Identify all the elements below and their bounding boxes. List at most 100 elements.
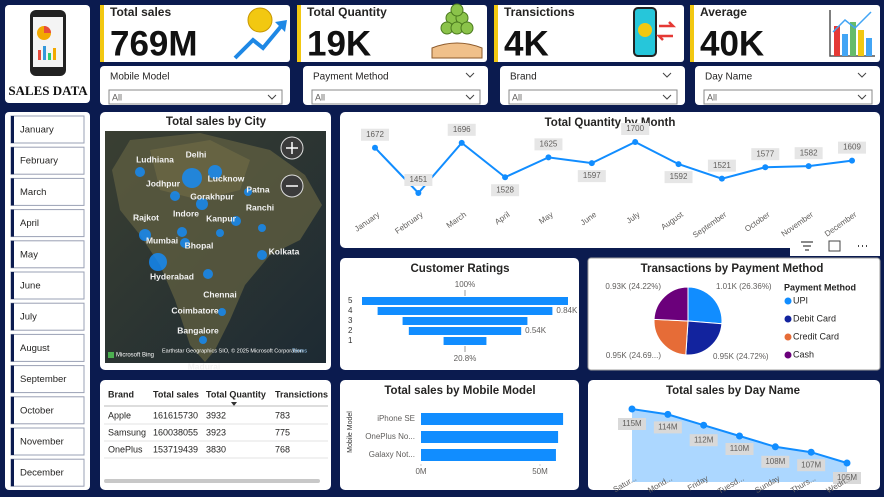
kpi-icon: [638, 23, 652, 37]
month-button[interactable]: [10, 177, 85, 206]
city-label: Kanpur: [206, 213, 236, 223]
filter-label: Payment Method: [313, 72, 389, 83]
kpi-label: Total sales: [110, 5, 171, 19]
city-bubble: [216, 229, 224, 237]
data-label: 108M: [765, 457, 785, 466]
month-accent: [11, 459, 14, 487]
month-label: June: [20, 281, 41, 292]
month-button[interactable]: [10, 427, 85, 456]
city-bubble: [139, 229, 151, 241]
data-label: 1.01K (26.36%): [716, 282, 772, 291]
kpi-icon: [233, 22, 285, 60]
pie-slice: [653, 286, 689, 322]
area-marker: [736, 432, 743, 440]
month-button[interactable]: [10, 396, 85, 425]
month-accent: [11, 147, 14, 175]
month-button[interactable]: [10, 209, 85, 238]
table-cell: 160038055: [153, 427, 198, 437]
zoom-in-icon: [286, 142, 298, 154]
map-title: Total sales by City: [166, 116, 267, 128]
focus-icon[interactable]: [828, 240, 841, 252]
filter-icon[interactable]: [801, 241, 813, 251]
line-marker: [588, 160, 595, 167]
kpi-icon: [866, 38, 872, 56]
area-marker: [771, 443, 779, 451]
table-cell: 161615730: [153, 410, 198, 420]
month-label: January: [20, 125, 54, 136]
city-bubble: [149, 253, 167, 271]
data-label: 0.84K: [556, 306, 578, 315]
area-marker: [700, 421, 708, 429]
city-label: Ranchi: [246, 202, 274, 212]
legend-title: Payment Method: [784, 282, 856, 292]
month-accent: [11, 365, 14, 393]
filter-label: Day Name: [705, 72, 753, 83]
month-button[interactable]: [10, 271, 85, 300]
pie-slice: [685, 320, 723, 356]
data-label: 0.93K (24.22%): [605, 282, 661, 291]
table-cell: 783: [275, 410, 290, 420]
filter-dropdown[interactable]: [508, 89, 678, 105]
month-button[interactable]: [10, 146, 85, 175]
city-bubble: [257, 250, 267, 260]
data-label: 0.95K (24.72%): [713, 352, 769, 361]
kpi-value: 19K: [307, 24, 371, 63]
month-label: March: [20, 187, 46, 198]
bar: [421, 449, 556, 461]
area-marker: [628, 405, 636, 413]
kpi-icon: [834, 26, 840, 56]
month-button[interactable]: [10, 333, 85, 362]
funnel-bar: [408, 327, 522, 335]
city-label: Delhi: [186, 149, 207, 159]
table-cell: Apple: [108, 410, 131, 420]
data-label: 20.8%: [454, 354, 477, 363]
filter-chevron: [465, 72, 475, 78]
x-tick-label: 0M: [415, 467, 426, 476]
filter-dropdown[interactable]: [311, 89, 481, 105]
line-marker: [458, 139, 465, 146]
data-label: 1582: [800, 148, 818, 157]
map-copyright: Earthstar Geographics SIO, © 2025 Micros…: [162, 347, 303, 354]
month-button[interactable]: [10, 458, 85, 487]
data-label: 112M: [694, 435, 714, 444]
table-header: Total Quantity: [206, 389, 266, 399]
month-label: August: [20, 343, 50, 354]
table-cell: 3932: [206, 410, 226, 420]
data-label-bg: [491, 184, 520, 197]
y-tick-label: 2: [348, 326, 353, 335]
city-label: Gorakhpur: [190, 191, 234, 201]
city-label: Bangalore: [177, 325, 219, 335]
filter-dropdown[interactable]: [108, 89, 283, 105]
city-bubble: [203, 269, 213, 279]
month-label: September: [20, 374, 66, 385]
data-label-bg: [833, 472, 861, 484]
month-accent: [11, 116, 14, 143]
filter-dropdown[interactable]: [703, 89, 873, 105]
filter-chevron: [267, 94, 277, 100]
city-label: Jodhpur: [146, 178, 181, 188]
data-label-bg: [689, 434, 718, 447]
month-label: May: [20, 249, 38, 260]
y-tick-label: 4: [348, 306, 353, 315]
city-label: Mumbai: [146, 235, 178, 245]
pie-slice: [653, 318, 689, 356]
y-tick-label: OnePlus No...: [365, 432, 415, 441]
month-button[interactable]: [10, 240, 85, 269]
kpi-card: [690, 5, 880, 62]
legend-swatch: [784, 315, 792, 323]
data-label: 114M: [658, 423, 678, 432]
city-bubble: [199, 336, 207, 344]
month-button[interactable]: [10, 115, 85, 144]
month-button[interactable]: [10, 365, 85, 394]
legend-swatch: [784, 333, 792, 341]
line-marker: [762, 164, 769, 171]
phone-bar: [38, 50, 41, 60]
bar: [421, 413, 564, 425]
data-label-bg: [618, 418, 646, 430]
sort-indicator: [231, 402, 237, 406]
city-label: Coimbatore: [171, 305, 219, 315]
kpi-icon: [450, 3, 464, 17]
visual-header: [790, 236, 880, 256]
city-bubble: [177, 227, 187, 237]
kpi-icon: [431, 42, 483, 59]
